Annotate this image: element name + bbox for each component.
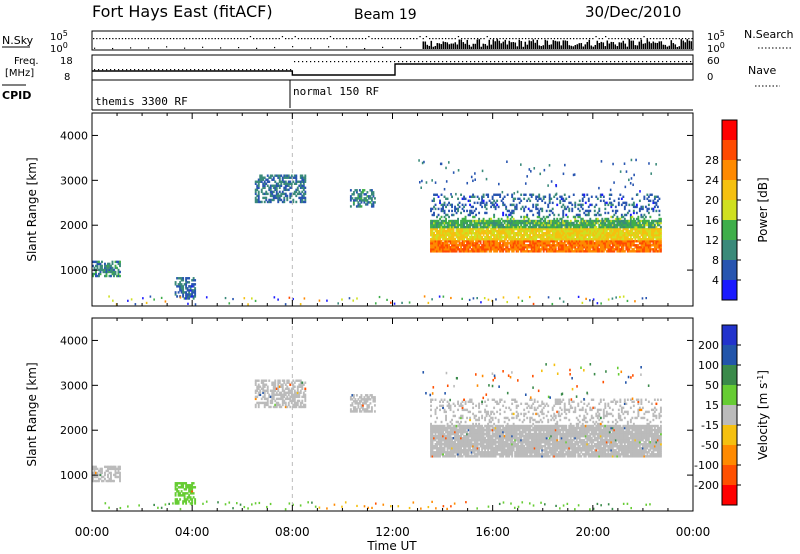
velocity-data xyxy=(92,318,662,511)
colorbar-segment xyxy=(722,120,737,141)
nsearch-label: N.Search xyxy=(744,28,794,41)
colorbar-tick-label: -15 xyxy=(701,419,719,432)
nave-label: Nave xyxy=(748,64,776,77)
freq-label: Freq. xyxy=(14,56,39,67)
velocity-axes: 1000 2000 3000 4000 xyxy=(60,318,694,511)
date-label: 30/Dec/2010 xyxy=(585,3,681,21)
beam-label: Beam 19 xyxy=(354,7,417,23)
y-tick-label: 1000 xyxy=(60,264,88,277)
colorbar-tick-label: 20 xyxy=(705,194,719,207)
cpid-row: themis 3300 RF normal 150 RF xyxy=(91,80,693,111)
nave-tick-top: 60 xyxy=(707,56,720,67)
x-tick-label: 08:00 xyxy=(275,525,310,539)
colorbar-segment xyxy=(722,405,737,426)
y-tick-label: 1000 xyxy=(60,469,88,482)
colorbar-segment xyxy=(722,260,737,281)
y-tick-label: 2000 xyxy=(60,424,88,437)
colorbar-segment xyxy=(722,200,737,221)
x-tick-label: 04:00 xyxy=(175,525,210,539)
colorbar-tick-label: 24 xyxy=(705,174,719,187)
colorbar-segment xyxy=(722,425,737,446)
nsky-label: N.Sky xyxy=(2,34,34,47)
noise-data xyxy=(93,36,693,50)
power-panel: 1000 2000 3000 4000 Slant Range [km] 4 8 12 16… xyxy=(25,112,770,307)
y-tick-label: 3000 xyxy=(60,379,88,392)
x-tick-label: 16:00 xyxy=(475,525,510,539)
y-tick-label: 4000 xyxy=(60,129,88,142)
x-tick-label: 12:00 xyxy=(375,525,410,539)
colorbar-segment xyxy=(722,445,737,466)
colorbar-segment xyxy=(722,385,737,406)
power-ylabel: Slant Range [km] xyxy=(25,157,39,261)
colorbar-tick-label: -50 xyxy=(701,439,719,452)
cpid-label: CPID xyxy=(2,89,31,102)
colorbar-tick-label: 100 xyxy=(698,359,719,372)
velocity-ylabel: Slant Range [km] xyxy=(25,362,39,466)
colorbar-tick-label: 28 xyxy=(705,154,719,167)
cpid-label-themis: themis 3300 RF xyxy=(95,95,188,108)
noise-tick-bottom: 100 xyxy=(50,41,68,55)
y-tick-label: 4000 xyxy=(60,334,88,347)
colorbar-tick-label: 12 xyxy=(705,234,719,247)
freq-strip: Freq. [MHz] 18 8 60 0 Nave CPID xyxy=(2,54,780,102)
cpid-label-normal: normal 150 RF xyxy=(293,85,379,98)
station-title: Fort Hays East (fitACF) xyxy=(92,2,273,21)
x-tick-label: 00:00 xyxy=(676,525,711,539)
colorbar-segment xyxy=(722,485,737,506)
velocity-colorbar: 200 100 50 15 -15 -50 -100 -200 xyxy=(694,324,741,506)
freq-tick-bottom: 8 xyxy=(64,72,70,83)
colorbar-segment xyxy=(722,160,737,181)
y-tick-label: 3000 xyxy=(60,174,88,187)
colorbar-segment xyxy=(722,365,737,386)
colorbar-segment xyxy=(722,325,737,346)
noise-strip: N.Sky 105 100 105 100 N.Search xyxy=(2,28,794,55)
nave-tick-bottom: 0 xyxy=(707,72,713,83)
colorbar-segment xyxy=(722,180,737,201)
colorbar-segment xyxy=(722,220,737,241)
colorbar-tick-label: 200 xyxy=(698,339,719,352)
x-tick-label: 00:00 xyxy=(75,525,110,539)
x-axis: 00:00 04:00 08:00 12:00 16:00 20:00 00:00 xyxy=(75,525,711,539)
colorbar-tick-label: 8 xyxy=(712,254,719,267)
velocity-panel: 1000 2000 3000 4000 Slant Range [km] 200 100… xyxy=(25,317,770,512)
colorbar-segment xyxy=(722,345,737,366)
velocity-colorbar-label: Velocity [m s-1] xyxy=(756,370,770,460)
power-colorbar-label: Power [dB] xyxy=(756,177,770,242)
colorbar-tick-label: 50 xyxy=(705,379,719,392)
noise-tick-right-bottom: 100 xyxy=(707,41,725,55)
colorbar-tick-label: 15 xyxy=(705,399,719,412)
freq-unit-label: [MHz] xyxy=(5,68,34,79)
freq-tick-top: 18 xyxy=(60,56,73,67)
colorbar-segment xyxy=(722,465,737,486)
colorbar-tick-label: -100 xyxy=(694,459,719,472)
colorbar-segment xyxy=(722,140,737,161)
colorbar-segment xyxy=(722,240,737,261)
x-tick-label: 20:00 xyxy=(576,525,611,539)
x-axis-label: Time UT xyxy=(366,539,417,553)
colorbar-tick-label: 16 xyxy=(705,214,719,227)
power-colorbar: 4 8 12 16 20 24 28 xyxy=(705,119,741,301)
colorbar-tick-label: 4 xyxy=(712,274,719,287)
power-data xyxy=(92,113,662,306)
colorbar-segment xyxy=(722,280,737,301)
power-axes: 1000 2000 3000 4000 xyxy=(60,113,694,306)
freq-data xyxy=(92,61,693,76)
colorbar-tick-label: -200 xyxy=(694,479,719,492)
y-tick-label: 2000 xyxy=(60,219,88,232)
